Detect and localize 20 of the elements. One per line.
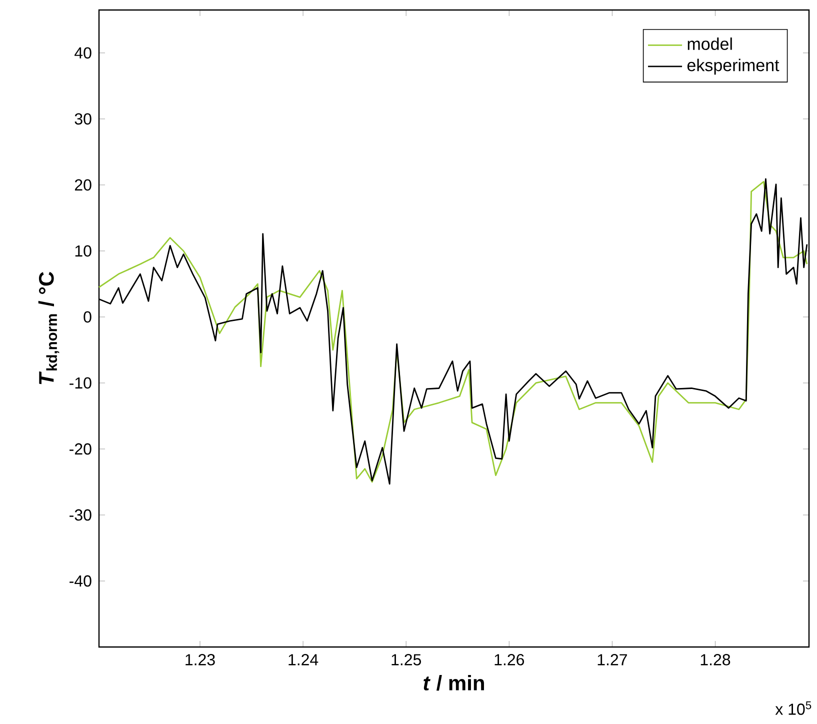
- x-tick-label: 1.25: [392, 654, 421, 666]
- y-tick-label: 40: [74, 47, 92, 59]
- y-tick-label: 10: [75, 245, 92, 257]
- x-tick-label: 1.26: [494, 654, 524, 666]
- legend-label: model: [688, 38, 732, 50]
- y-tick-label: 0: [84, 311, 92, 323]
- y-axis-title: T$_{kd,norm}$ / °C: [38, 272, 60, 384]
- legend-label: eksperiment: [687, 58, 780, 75]
- y-tick-label: 20: [74, 179, 92, 191]
- y-tick-label: -10: [70, 377, 92, 389]
- x-tick-label: 1.24: [288, 654, 318, 666]
- y-tick-label: -40: [70, 575, 92, 587]
- x-tick-label: 1.28: [700, 654, 730, 666]
- x-tick-label: 1.27: [598, 654, 627, 666]
- x-tick-label: 1.23: [186, 654, 215, 666]
- x-axis-title: t / min: [424, 675, 484, 691]
- y-tick-label: -30: [70, 509, 92, 521]
- text: x 10$^{5}$: [775, 701, 812, 715]
- y-tick-label: -20: [70, 443, 92, 455]
- y-tick-label: 30: [74, 113, 92, 125]
